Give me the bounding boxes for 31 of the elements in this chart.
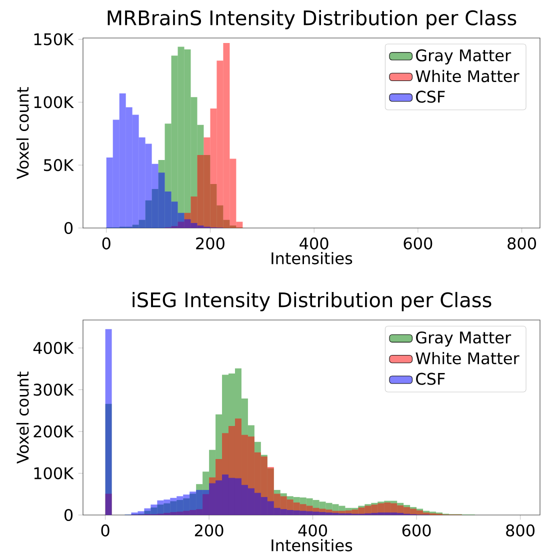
x-tick-label: 600	[402, 524, 431, 536]
legend-label: CSF	[416, 90, 445, 103]
y-axis-title: Voxel count	[16, 372, 29, 464]
x-tick-label: 400	[300, 237, 328, 250]
y-tick-label: 200K	[34, 425, 74, 438]
x-tick-label: 600	[404, 237, 432, 250]
y-tick-label: 300K	[34, 384, 74, 396]
y-tick-label: 100K	[34, 467, 74, 480]
y-axis-title: Voxel count	[16, 87, 29, 180]
x-tick-label: 200	[196, 237, 224, 250]
legend-label: White Matter	[416, 70, 520, 82]
x-axis-title: Intensities	[272, 252, 352, 264]
y-tick-label: 100K	[34, 96, 74, 108]
y-tick-label: 400K	[33, 342, 74, 354]
y-tick-label: 0	[64, 508, 73, 522]
x-axis-title: Intensities	[272, 538, 352, 552]
x-tick-label: 400	[298, 524, 327, 536]
chart-title: MRBrainS Intensity Distribution per Class	[108, 10, 516, 30]
legend-label: Gray Matter	[416, 49, 512, 64]
chart-title: iSEG Intensity Distribution per Class	[132, 292, 492, 312]
legend-label: CSF	[416, 372, 445, 385]
x-tick-label: 200	[194, 524, 224, 536]
y-tick-label: 150K	[34, 33, 74, 46]
legend-label: Gray Matter	[416, 331, 512, 347]
x-tick-label: 800	[506, 524, 534, 536]
x-tick-label: 0	[101, 524, 110, 536]
y-tick-label: 0	[64, 222, 73, 234]
x-tick-label: 0	[102, 237, 110, 250]
legend-label: White Matter	[416, 352, 520, 364]
x-tick-label: 800	[508, 237, 536, 250]
y-tick-label: 50K	[44, 159, 74, 172]
